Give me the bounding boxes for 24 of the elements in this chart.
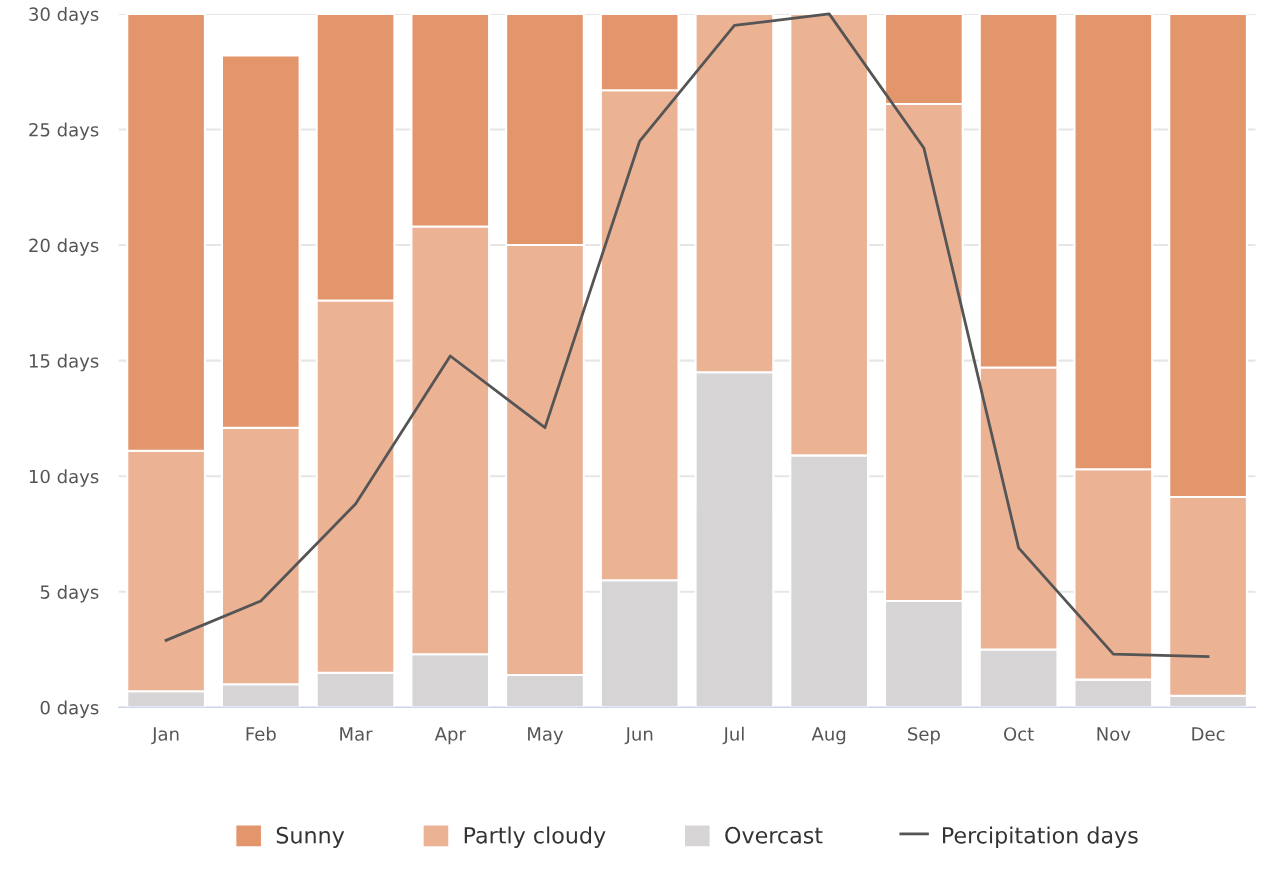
- y-tick-label: 30 days: [29, 7, 99, 25]
- x-tick-label: Nov: [1097, 727, 1131, 741]
- y-tick-label: 25 days: [29, 122, 99, 141]
- y-tick-label: 10 days: [29, 469, 99, 487]
- y-tick-label: 5 days: [40, 584, 99, 603]
- x-tick-label: Jul: [722, 726, 744, 745]
- x-tick-label: Oct: [1004, 727, 1034, 741]
- legend-label: Sunny: [276, 826, 345, 848]
- x-tick-label: Mar: [340, 727, 373, 741]
- x-tick-label: May: [528, 727, 564, 745]
- x-tick-label: Jun: [624, 727, 653, 745]
- x-tick-label: Sep: [908, 727, 940, 745]
- y-tick-label: 20 days: [29, 238, 99, 256]
- legend-label: Overcast: [725, 826, 823, 844]
- y-tick-label: 0 days: [40, 700, 99, 718]
- x-tick-label: Dec: [1192, 727, 1225, 741]
- legend-label: Percipitation days: [943, 826, 1138, 848]
- line-series: [164, 12, 1210, 658]
- y-tick-label: 15 days: [29, 353, 99, 372]
- x-tick-label: Jan: [151, 727, 179, 745]
- x-tick-label: Apr: [434, 727, 466, 745]
- x-tick-label: Feb: [246, 726, 276, 741]
- x-tick-label: Aug: [811, 727, 846, 745]
- legend-label: Partly cloudy: [464, 826, 606, 848]
